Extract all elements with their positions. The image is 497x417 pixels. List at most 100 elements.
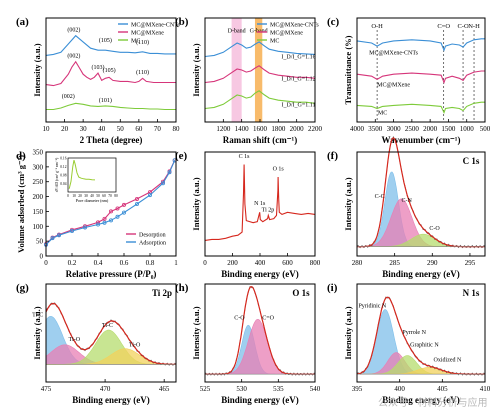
- legend-label: MC: [270, 39, 279, 45]
- x-axis-label: Binding energy (eV): [221, 269, 299, 279]
- annotation-label: Pyrrole N: [402, 330, 426, 336]
- panel-h: 525 530 535 540 Binding energy (eV) Intensity…: [175, 282, 321, 405]
- x-tick-label: 2000: [290, 125, 305, 133]
- x-tick-label: 540: [310, 385, 321, 393]
- series-line-mc-mxene: [204, 65, 316, 84]
- y-axis-label: Intensity (a.u.): [32, 306, 42, 359]
- inset-y-tick-label: 0.12: [60, 165, 66, 169]
- x-tick-label: 70: [154, 125, 162, 133]
- annotation-label: (002): [67, 53, 80, 60]
- inset-x-tick-label: 30: [84, 194, 88, 198]
- plot-frame: [356, 151, 486, 257]
- y-axis-label: Intensity (a.u.): [343, 306, 353, 359]
- panel-label: (c): [327, 16, 340, 28]
- x-tick-label: 4000: [350, 125, 365, 133]
- marker-label: O-H: [371, 23, 383, 30]
- x-tick-label: 280: [352, 259, 363, 267]
- x-tick-label: 0.6: [120, 259, 129, 267]
- data-point: [102, 216, 107, 221]
- inset-y-axis-label: dV/dD (cm³ g⁻¹ nm⁻¹): [55, 157, 59, 192]
- x-axis-label: Binding energy (eV): [221, 395, 299, 405]
- data-point: [83, 225, 88, 230]
- annotation-label: Graphitic N: [410, 343, 439, 349]
- raw-data-line: [356, 136, 486, 249]
- inset-x-axis-label: Pore diameter (nm): [76, 198, 109, 203]
- y-tick-label: 100: [33, 223, 44, 231]
- y-tick-label: 150: [33, 208, 44, 216]
- x-tick-label: 2000: [423, 125, 438, 133]
- x-tick-label: 290: [427, 259, 438, 267]
- annotation-label: (110): [136, 39, 149, 46]
- panel-d: 0 0.2 0.4 0.6 0.8 1050100150200250300350Relat…: [16, 149, 178, 280]
- watermark-text: 公众号 · 材料分析与应用: [378, 398, 488, 409]
- data-point: [115, 214, 120, 219]
- inset-y-tick-label: 0.04: [60, 182, 66, 186]
- x-tick-label: 1000: [460, 125, 475, 133]
- x-tick-label: 50: [117, 125, 125, 133]
- panel-label: (f): [327, 150, 338, 162]
- x-axis-label: Binding energy (eV): [382, 395, 460, 405]
- annotation-label: (103): [92, 64, 105, 71]
- data-point: [122, 210, 127, 215]
- data-point: [57, 233, 62, 238]
- y-tick-label: 300: [33, 163, 44, 171]
- inset-x-tick-label: 40: [90, 194, 94, 198]
- x-tick-label: 530: [236, 385, 247, 393]
- series-line-survey: [204, 164, 316, 241]
- inset-x-tick-label: 0: [67, 194, 69, 198]
- data-point: [167, 170, 172, 175]
- fit-envelope-line: [357, 137, 485, 248]
- x-tick-label: 475: [41, 385, 52, 393]
- series-line-mc: [356, 101, 485, 115]
- series-line-mc-mxene: [45, 60, 176, 87]
- x-tick-label: 2500: [405, 125, 420, 133]
- x-axis-label: Binding energy (eV): [72, 395, 150, 405]
- x-tick-label: 410: [480, 385, 491, 393]
- plot-frame: [45, 283, 177, 383]
- x-tick-label: 80: [173, 125, 181, 133]
- panel-c: O-H C=O C-O N-H 4000 3500 3000 2500 2000 1500 1000…: [327, 16, 491, 145]
- panel-e: 0 200 400 600 800 Binding energy (eV) Intensit…: [175, 150, 321, 279]
- x-tick-label: 1500: [441, 125, 456, 133]
- annotation-label: C-C: [375, 194, 385, 200]
- y-axis-label: Intensity (a.u.): [343, 177, 353, 230]
- series-line-mc: [204, 90, 316, 110]
- x-tick-label: 3000: [387, 125, 402, 133]
- x-tick-label: 1200: [216, 125, 231, 133]
- annotation-label: Ti-C: [32, 312, 43, 318]
- inset-frame: [67, 157, 117, 193]
- inset-x-tick-label: 50: [96, 194, 100, 198]
- annotation-label: (110): [136, 69, 149, 76]
- x-tick-label: 525: [200, 385, 211, 393]
- data-point: [70, 229, 75, 234]
- annotation-label: (101): [99, 97, 112, 104]
- annotation-label: I_D/I_G=1.12: [281, 76, 315, 82]
- series-line-adsorption: [45, 160, 176, 246]
- legend-label: MC@MXene-CNTs: [131, 23, 180, 29]
- y-axis-label: Volume adsorbed (cm³ g⁻¹): [16, 155, 26, 253]
- annotation-label: C 1s: [239, 154, 251, 160]
- x-tick-label: 400: [394, 385, 405, 393]
- panel-label: (i): [327, 282, 338, 294]
- x-tick-label: 10: [43, 125, 51, 133]
- y-tick-label: 350: [33, 149, 44, 157]
- panel-title: N 1s: [463, 288, 480, 298]
- x-tick-label: 200: [227, 259, 238, 267]
- x-tick-label: 535: [273, 385, 284, 393]
- annotation-label: Ti-O: [129, 343, 141, 349]
- x-tick-label: 0: [203, 259, 207, 267]
- annotation-label: (105): [99, 37, 112, 44]
- inset-x-tick-label: 20: [78, 194, 82, 198]
- x-axis-label: Raman shift (cm⁻¹): [223, 135, 297, 145]
- component-c-o: [204, 318, 316, 375]
- legend-label: MC: [131, 39, 140, 45]
- marker-label: C-O: [457, 23, 469, 30]
- y-tick-label: 50: [36, 238, 44, 246]
- x-tick-label: 1800: [271, 125, 286, 133]
- y-axis-label: Transmittance (%): [343, 35, 353, 104]
- x-tick-label: 1400: [235, 125, 250, 133]
- annotation-label: C=O: [262, 315, 274, 321]
- annotation-label: (105): [103, 67, 116, 74]
- data-point: [109, 209, 114, 214]
- inset-x-tick-label: 10: [72, 194, 76, 198]
